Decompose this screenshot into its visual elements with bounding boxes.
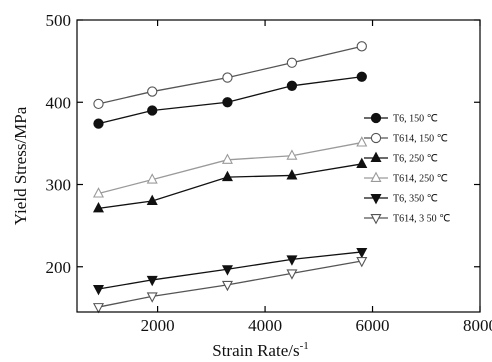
data-point [286,169,298,180]
legend-item: T6, 150 ℃ [364,112,438,125]
legend-marker [370,151,382,162]
data-point [356,257,368,268]
legend-label: T614, 150 ℃ [393,134,448,145]
y-tick-label: 300 [46,176,72,195]
data-point [286,269,298,280]
data-point [286,149,298,160]
plot-frame [76,19,481,313]
data-point [92,303,105,314]
series-3 [92,157,368,213]
data-point [356,247,368,259]
x-tick-label: 2000 [141,316,175,335]
data-point [221,265,233,276]
data-point [147,105,158,116]
data-point [221,280,233,292]
data-point [222,97,233,108]
legend-marker [370,214,382,225]
data-point [222,72,233,83]
y-tick-label: 400 [46,93,72,112]
legend-marker [370,112,382,124]
series-1 [93,71,367,129]
legend-label: T6, 150 ℃ [393,114,438,125]
x-tick-label: 6000 [356,316,390,335]
legend-item: T614, 150 ℃ [364,132,448,145]
legend-item: T6, 350 ℃ [364,194,438,205]
legend-label: T6, 350 ℃ [393,194,438,205]
y-tick-label: 200 [46,258,72,277]
data-point [92,201,105,213]
data-point [93,118,104,129]
legend-marker [370,194,382,205]
legend-item: T614, 3 50 ℃ [364,214,450,225]
series-4 [92,136,368,198]
data-point [221,170,233,182]
data-point [221,153,233,164]
series-5 [92,247,368,296]
data-point [92,187,105,198]
x-tick-label: 4000 [248,316,282,335]
y-axis-title: Yield Stress/MPa [11,106,30,225]
data-point [146,194,158,205]
data-point [286,57,298,68]
legend-label: T614, 250 ℃ [393,174,448,185]
legend-item: T6, 250 ℃ [364,151,438,165]
data-point [146,275,158,287]
series-6 [92,257,368,314]
data-point [356,136,368,147]
data-point [356,41,367,52]
x-axis-title: Strain Rate/s-1 [212,340,309,360]
series-line [98,163,362,210]
x-axis-title-text: Strain Rate/s [212,341,299,360]
data-point [93,98,104,110]
data-point [146,173,158,184]
legend-marker [370,171,382,182]
x-axis-title-superscript: -1 [300,340,309,352]
data-point [356,71,367,82]
tick-layer: 200 300 400 500 2000 4000 6000 8000 [46,11,492,335]
legend-label: T6, 250 ℃ [393,154,438,165]
series-line [98,141,362,195]
legend-label: T614, 3 50 ℃ [393,214,450,225]
data-point [146,292,158,303]
series-2 [93,41,367,110]
legend-marker [370,132,382,144]
legend: T6, 150 ℃ T614, 150 ℃ T6, 250 ℃ T614, 250 ℃… [364,112,450,225]
data-point [286,255,298,266]
y-tick-label: 500 [46,11,72,30]
data-point [92,284,105,296]
data-point [356,157,368,168]
legend-item: T614, 250 ℃ [364,171,448,185]
data-point [147,86,158,97]
series-layer [92,41,368,314]
x-tick-label: 8000 [463,316,492,335]
data-point [286,80,298,91]
